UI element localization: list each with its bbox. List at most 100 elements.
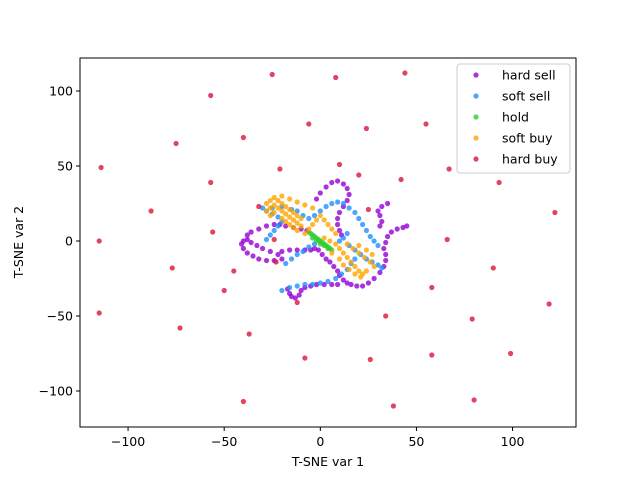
point-soft-sell-25 — [375, 242, 381, 249]
point-soft-buy-35 — [333, 230, 339, 237]
point-soft-buy-49 — [356, 268, 362, 274]
point-hard-buy-29 — [294, 299, 300, 306]
point-soft-buy-33 — [325, 221, 331, 228]
legend-label-hold: hold — [502, 110, 529, 125]
point-hold-15 — [317, 241, 323, 247]
point-hard-sell-60 — [377, 269, 383, 276]
point-soft-sell-42 — [302, 281, 308, 288]
point-hard-buy-17 — [256, 203, 262, 210]
y-tick-label: −50 — [47, 309, 73, 324]
point-hard-sell-10 — [267, 248, 273, 255]
series-soft-sell — [260, 199, 385, 294]
point-soft-buy-28 — [306, 226, 312, 232]
point-hard-sell-75 — [379, 203, 385, 210]
point-soft-buy-23 — [283, 218, 289, 225]
point-soft-buy-34 — [329, 226, 335, 232]
legend-label-hard-buy: hard buy — [502, 152, 558, 167]
point-hard-sell-72 — [377, 212, 383, 219]
point-hard-sell-5 — [256, 256, 262, 262]
point-hard-sell-38 — [346, 191, 352, 198]
point-soft-buy-42 — [327, 238, 333, 244]
point-hard-sell-47 — [319, 251, 325, 258]
point-hard-buy-9 — [98, 164, 104, 171]
point-soft-buy-63 — [363, 247, 369, 253]
point-soft-sell-38 — [379, 265, 385, 271]
point-hard-buy-32 — [177, 325, 183, 331]
point-hard-sell-30 — [311, 245, 318, 252]
point-soft-sell-26 — [283, 260, 289, 267]
point-hard-buy-6 — [423, 121, 429, 127]
point-hard-sell-50 — [331, 263, 337, 270]
point-soft-sell-23 — [367, 233, 373, 240]
point-hard-sell-2 — [240, 245, 246, 252]
point-hard-sell-4 — [250, 253, 256, 259]
point-hard-sell-17 — [256, 226, 262, 232]
point-hold-16 — [321, 242, 327, 249]
point-soft-buy-0 — [263, 200, 270, 207]
point-hard-buy-33 — [469, 316, 475, 322]
x-axis-label: T-SNE var 1 — [291, 454, 364, 469]
point-soft-sell-12 — [311, 212, 318, 219]
point-soft-sell-3 — [275, 214, 281, 220]
point-hard-buy-20 — [210, 229, 216, 235]
point-soft-buy-19 — [298, 223, 304, 229]
y-axis-ticks: −100 −50 0 50 100 — [39, 84, 80, 399]
point-hard-sell-18 — [263, 223, 270, 229]
point-soft-buy-45 — [340, 250, 346, 256]
point-soft-buy-18 — [294, 220, 300, 226]
point-hold-14 — [313, 238, 320, 244]
point-soft-sell-47 — [338, 271, 345, 277]
plot-frame — [79, 57, 577, 428]
point-soft-buy-5 — [283, 203, 289, 210]
point-soft-sell-50 — [352, 256, 358, 262]
point-soft-buy-22 — [279, 215, 285, 222]
y-tick-label: 50 — [57, 159, 73, 174]
x-tick-label: 0 — [316, 434, 324, 449]
point-soft-sell-22 — [363, 227, 369, 234]
point-hard-buy-8 — [240, 134, 246, 141]
point-soft-buy-62 — [369, 251, 375, 258]
point-hard-buy-34 — [246, 331, 252, 337]
point-soft-sell-46 — [333, 275, 339, 282]
point-soft-buy-13 — [275, 205, 281, 211]
point-hard-sell-15 — [244, 232, 250, 238]
point-hard-sell-8 — [279, 256, 285, 262]
point-hard-buy-14 — [398, 176, 404, 183]
point-hard-sell-55 — [348, 281, 354, 288]
point-soft-buy-41 — [321, 235, 327, 241]
point-soft-sell-24 — [371, 238, 377, 244]
point-soft-buy-14 — [279, 208, 285, 214]
point-hard-sell-25 — [279, 248, 285, 255]
point-hard-sell-1 — [238, 241, 245, 247]
point-soft-sell-16 — [335, 199, 341, 205]
point-hard-sell-66 — [385, 233, 391, 240]
point-soft-buy-21 — [271, 209, 277, 216]
point-hard-buy-2 — [402, 70, 408, 76]
point-hard-sell-33 — [323, 184, 329, 190]
point-hard-sell-26 — [287, 247, 293, 253]
point-hard-sell-63 — [383, 251, 389, 258]
point-hard-sell-37 — [344, 185, 350, 192]
x-tick-label: −100 — [111, 434, 145, 449]
point-hard-sell-57 — [360, 283, 366, 289]
point-hard-buy-1 — [333, 74, 339, 81]
point-hard-sell-35 — [335, 178, 341, 184]
point-soft-buy-66 — [329, 250, 335, 256]
point-soft-buy-48 — [352, 263, 358, 270]
point-soft-buy-17 — [290, 217, 296, 223]
point-hard-buy-19 — [96, 238, 102, 244]
point-hard-buy-30 — [383, 313, 389, 319]
y-tick-label: −100 — [39, 384, 73, 399]
point-hard-sell-11 — [260, 245, 266, 252]
point-soft-buy-52 — [350, 245, 356, 252]
point-soft-sell-27 — [288, 256, 295, 262]
point-hard-sell-56 — [354, 283, 360, 289]
point-hard-sell-32 — [317, 190, 323, 196]
point-hard-sell-87 — [329, 281, 335, 288]
point-soft-sell-7 — [267, 232, 273, 238]
point-hard-sell-59 — [371, 275, 377, 282]
point-soft-buy-51 — [344, 241, 350, 247]
point-soft-sell-28 — [294, 251, 300, 258]
point-hard-buy-12 — [446, 166, 452, 172]
